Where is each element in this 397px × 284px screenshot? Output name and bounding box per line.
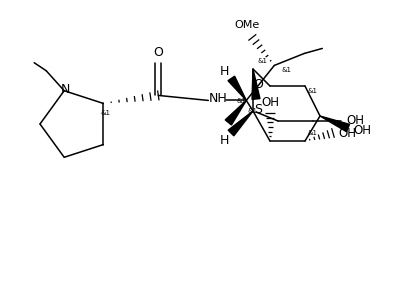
Text: &1: &1 bbox=[236, 98, 246, 104]
Text: OH: OH bbox=[353, 124, 371, 137]
Text: &1: &1 bbox=[247, 108, 257, 114]
Polygon shape bbox=[320, 116, 350, 132]
Polygon shape bbox=[228, 76, 246, 101]
Text: NH: NH bbox=[209, 92, 228, 105]
Polygon shape bbox=[228, 111, 253, 136]
Polygon shape bbox=[252, 69, 260, 99]
Text: OH: OH bbox=[338, 126, 356, 139]
Text: O: O bbox=[253, 78, 263, 91]
Text: H: H bbox=[219, 133, 229, 147]
Text: &1: &1 bbox=[308, 88, 318, 94]
Text: OH: OH bbox=[261, 95, 279, 108]
Text: &1: &1 bbox=[258, 58, 268, 64]
Text: H: H bbox=[220, 65, 229, 78]
Text: O: O bbox=[153, 46, 163, 59]
Text: OH: OH bbox=[346, 114, 364, 126]
Polygon shape bbox=[225, 101, 246, 125]
Text: S: S bbox=[254, 103, 262, 116]
Text: OMe: OMe bbox=[235, 20, 260, 30]
Text: N: N bbox=[60, 83, 70, 96]
Text: &1: &1 bbox=[281, 67, 291, 74]
Text: &1: &1 bbox=[308, 130, 318, 136]
Text: &1: &1 bbox=[100, 110, 110, 116]
